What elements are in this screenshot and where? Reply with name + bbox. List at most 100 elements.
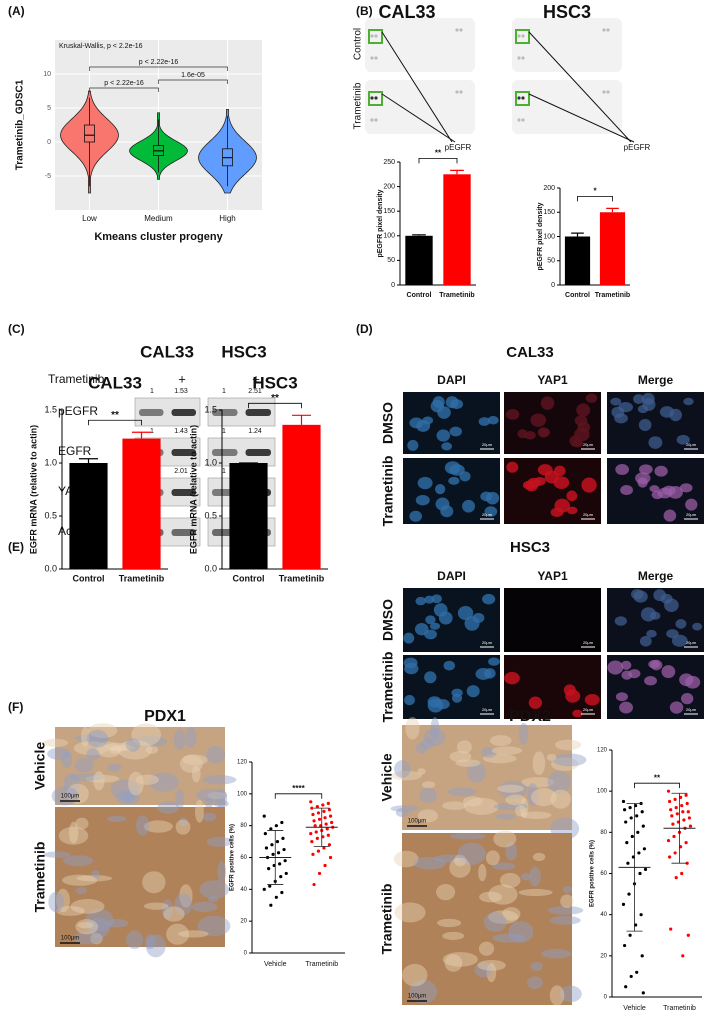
bar	[282, 424, 321, 569]
tissue	[497, 784, 524, 793]
row-label: Vehicle	[379, 753, 395, 801]
point	[666, 789, 671, 793]
significance-bracket	[274, 793, 323, 799]
spot	[455, 90, 459, 94]
tissue	[69, 773, 104, 781]
cell	[482, 593, 496, 605]
arrow	[381, 93, 456, 143]
tissue	[144, 934, 156, 950]
y-tick-label: 1.0	[204, 457, 217, 467]
cell	[577, 421, 591, 433]
tissue	[532, 852, 546, 862]
significance-bracket	[634, 782, 680, 789]
scale-label: 100μm	[408, 994, 426, 1000]
quantification: 1	[150, 428, 154, 435]
cell	[675, 619, 687, 629]
cell	[553, 476, 570, 489]
cell	[633, 394, 645, 404]
scale-label: 20μm	[583, 707, 594, 712]
cell	[565, 689, 581, 703]
x-tick-label: Vehicle	[264, 961, 287, 968]
point	[323, 863, 327, 868]
tissue	[492, 862, 516, 870]
annotation: p < 2.22e-16	[139, 59, 179, 66]
point	[312, 819, 316, 823]
tissue	[90, 933, 103, 945]
error-bar	[412, 234, 426, 236]
y-tick-label: 60	[600, 871, 607, 877]
tissue	[421, 781, 436, 789]
band	[245, 409, 271, 416]
column-label: Merge	[638, 569, 674, 583]
row-label: pEGFR	[58, 404, 98, 418]
point	[684, 793, 688, 797]
point	[330, 820, 334, 825]
point	[621, 799, 626, 804]
tissue	[42, 738, 69, 747]
y-tick-label: 100	[597, 789, 608, 795]
comparison-bracket	[89, 66, 228, 71]
spot	[521, 56, 525, 60]
y-tick-label: 1.0	[44, 457, 57, 467]
row-label: Trametinib	[353, 82, 364, 129]
tissue	[393, 850, 419, 868]
tissue	[91, 869, 100, 880]
tissue	[541, 948, 572, 959]
row-label: Trametinib	[379, 884, 395, 955]
ihc-image	[402, 833, 572, 1005]
point	[322, 846, 326, 850]
blot-array	[512, 18, 622, 72]
x-tick-label: Control	[73, 573, 105, 583]
scale-label: 20μm	[482, 442, 493, 447]
tissue	[106, 919, 129, 928]
point	[673, 797, 677, 802]
bar	[229, 463, 268, 569]
row-label: Trametinib	[380, 456, 396, 527]
point	[328, 855, 333, 860]
treatment-label: Trametinib	[48, 372, 105, 386]
tissue	[207, 896, 218, 903]
point	[310, 806, 314, 810]
comparison-bracket	[158, 79, 228, 84]
tissue	[419, 787, 437, 803]
band	[245, 449, 271, 456]
bar	[443, 174, 471, 285]
error-bar	[450, 169, 464, 175]
cell	[488, 657, 500, 666]
cell	[554, 498, 570, 513]
cell	[449, 426, 463, 437]
tissue	[515, 805, 527, 817]
ihc-image	[55, 727, 225, 805]
tissue	[493, 802, 528, 811]
y-tick-label: 50	[547, 258, 555, 265]
scale-label: 20μm	[686, 640, 697, 645]
tissue	[549, 985, 565, 1006]
tissue	[444, 954, 463, 972]
tissue	[199, 880, 230, 899]
point	[674, 876, 678, 880]
blot-array	[365, 80, 475, 134]
cell	[472, 612, 485, 623]
point	[685, 801, 689, 806]
quantification: 1.43	[174, 428, 188, 435]
y-tick-label: 80	[600, 830, 607, 836]
x-tick-label: Control	[565, 292, 590, 299]
tissue	[86, 748, 100, 761]
point	[262, 887, 266, 891]
tissue	[518, 888, 553, 897]
spot	[374, 118, 378, 122]
tissue	[56, 906, 85, 916]
cell	[440, 505, 454, 518]
cell	[537, 427, 550, 438]
tissue	[179, 817, 188, 827]
tissue	[85, 774, 120, 783]
tissue	[73, 931, 104, 945]
point	[316, 811, 321, 815]
cell	[659, 406, 675, 418]
spot	[517, 118, 521, 122]
panel-title: PDX2	[509, 708, 551, 725]
spot	[517, 34, 521, 38]
cell	[648, 659, 660, 669]
tissue	[202, 812, 217, 822]
